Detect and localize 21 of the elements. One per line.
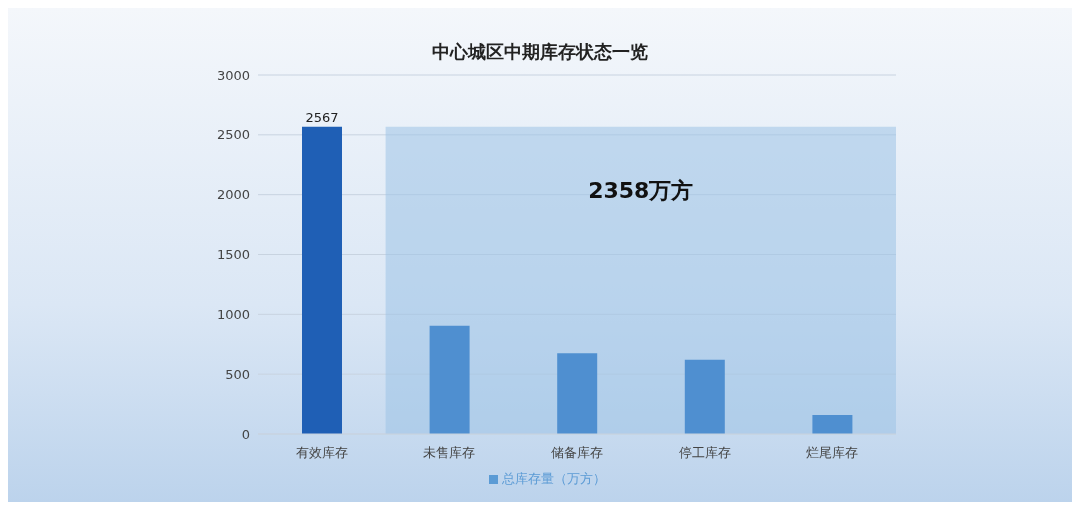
y-tick-label: 0 — [241, 426, 250, 442]
x-tick-label: 烂尾库存 — [806, 445, 859, 461]
y-tick-label: 1000 — [216, 306, 250, 322]
data-label: 2567 — [305, 109, 339, 125]
y-tick-label: 1500 — [216, 247, 250, 263]
bar — [557, 353, 598, 434]
bar — [429, 325, 470, 434]
bar — [812, 415, 853, 434]
y-tick-label: 2500 — [216, 127, 250, 143]
x-tick-label: 储备库存 — [551, 445, 603, 461]
y-tick-label: 3000 — [216, 67, 250, 83]
x-tick-label: 停工库存 — [678, 445, 731, 461]
bar — [302, 126, 342, 434]
legend-label: 总库存量（万方） — [501, 471, 606, 486]
chart-title: 中心城区中期库存状态一览 — [431, 40, 649, 64]
bar — [684, 359, 725, 434]
y-tick-label: 500 — [225, 366, 250, 382]
band-label: 2358万方 — [588, 178, 694, 204]
x-tick-label: 未售库存 — [423, 445, 476, 461]
x-tick-label: 有效库存 — [295, 445, 348, 461]
y-tick-label: 2000 — [216, 187, 250, 203]
